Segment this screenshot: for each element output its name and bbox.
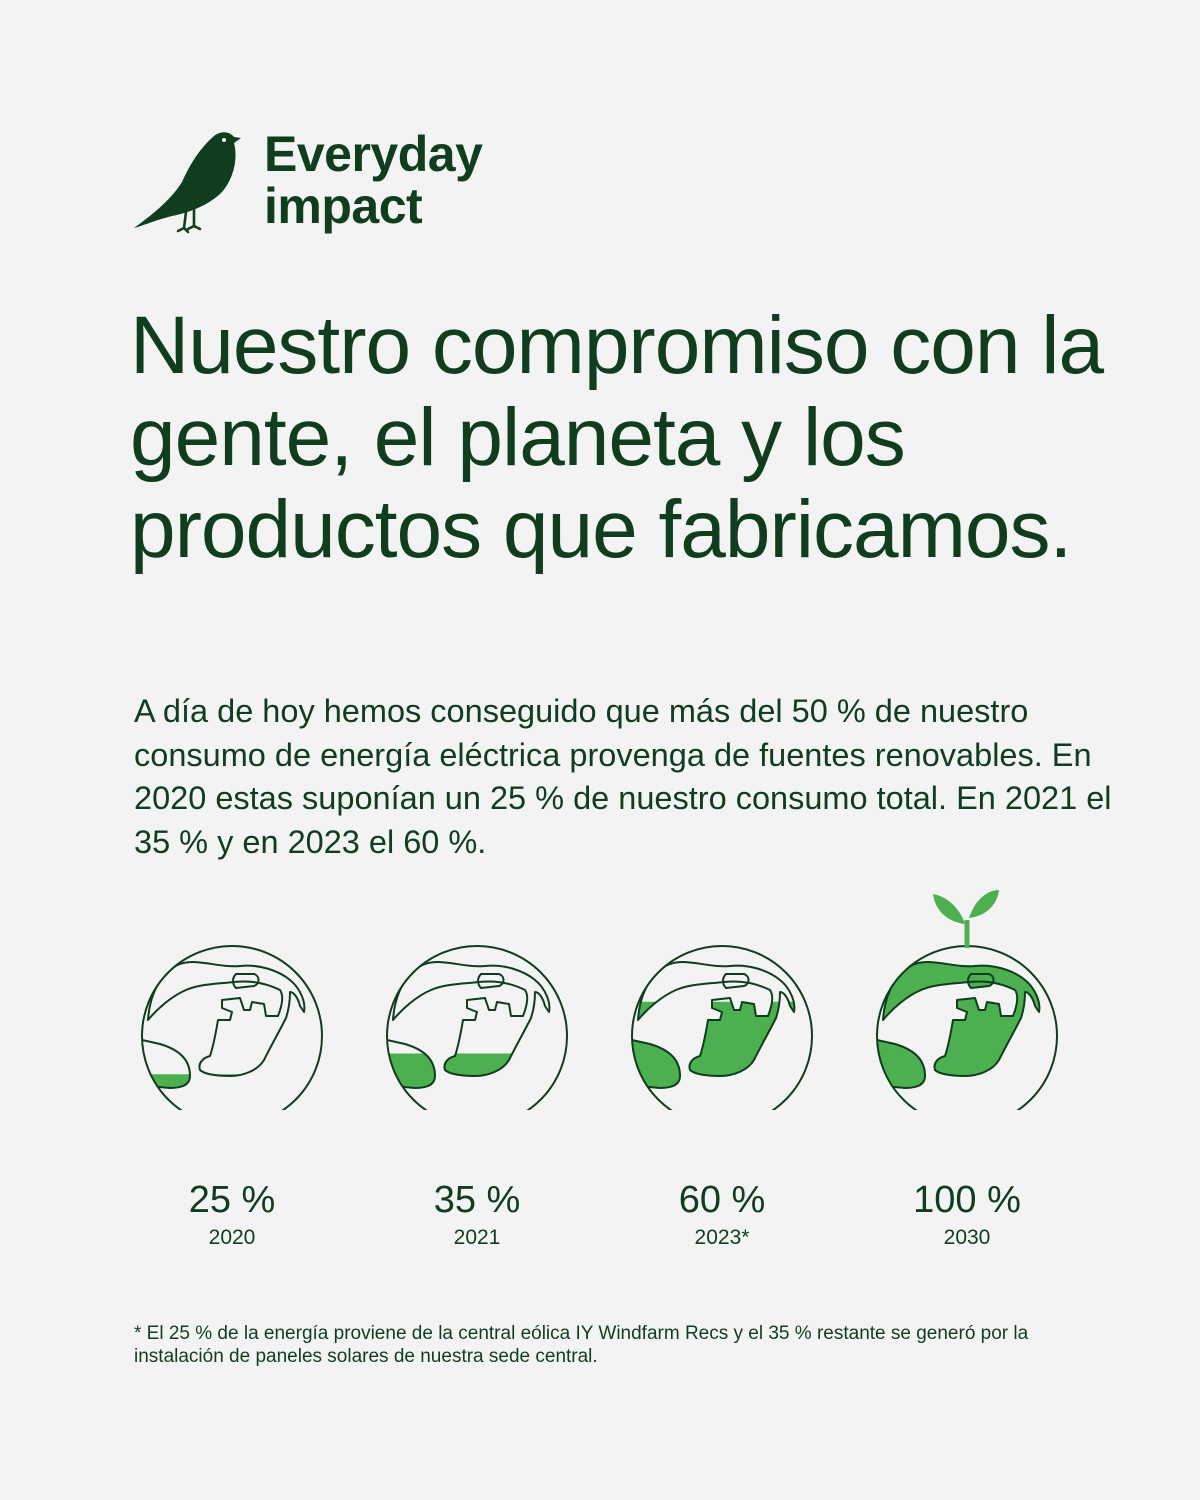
globe-percent: 25 % — [188, 1179, 276, 1221]
globe-icon — [386, 945, 568, 1110]
globe-percent: 100 % — [913, 1179, 1021, 1221]
globe-percent: 35 % — [433, 1179, 521, 1221]
intro-paragraph: A día de hoy hemos conseguido que más de… — [134, 693, 1112, 860]
globe-year: 2023* — [694, 1226, 750, 1249]
globe-card: 100 % 2030 — [845, 880, 1089, 1260]
footnote: * El 25 % de la energía proviene de la c… — [134, 1323, 1029, 1367]
brand-wordmark: Everyday impact — [264, 126, 483, 234]
brand-line-1: Everyday — [264, 126, 483, 182]
brand-line-2: impact — [264, 178, 423, 234]
globe-icon — [141, 945, 323, 1110]
globe-sprout-icon — [876, 890, 1058, 1110]
globe-progress-row: 25 % 2020 35 % 2021 60 % 2023* 100 % 2030 — [0, 880, 1200, 1280]
globe-year: 2030 — [943, 1226, 991, 1249]
bird-icon — [134, 132, 241, 234]
globe-card: 25 % 2020 — [110, 880, 354, 1260]
globe-card: 60 % 2023* — [600, 880, 844, 1260]
globe-year: 2020 — [208, 1226, 256, 1249]
page-headline: Nuestro compromiso con la gente, el plan… — [130, 300, 1104, 575]
globe-percent: 60 % — [678, 1179, 766, 1221]
brand-header: Everyday impact — [130, 126, 483, 236]
globe-icon — [631, 945, 813, 1110]
globe-card: 35 % 2021 — [355, 880, 599, 1260]
globe-year: 2021 — [453, 1226, 501, 1249]
